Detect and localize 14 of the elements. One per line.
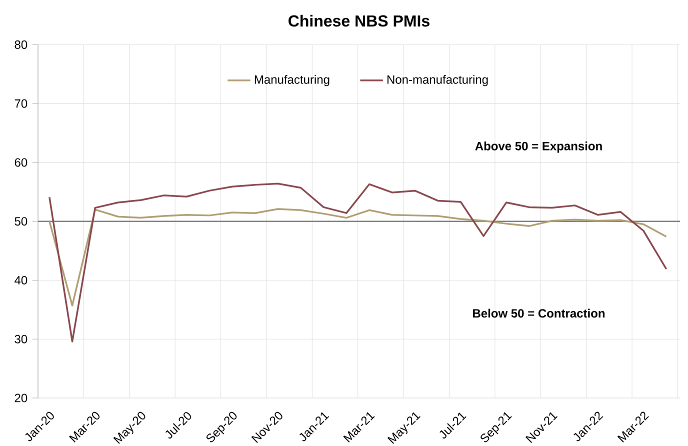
legend-label: Manufacturing	[254, 74, 330, 86]
y-tick-label: 50	[14, 217, 28, 226]
annotation: Below 50 = Contraction	[473, 308, 605, 318]
y-tick-label: 40	[14, 276, 28, 284]
annotation: Above 50 = Expansion	[475, 142, 602, 153]
y-tick-label: 30	[14, 334, 28, 344]
y-tick-label: 80	[14, 40, 28, 49]
chart-title: Chinese NBS PMIs	[288, 14, 430, 27]
line-series	[48, 182, 668, 342]
y-tick-label: 60	[14, 158, 28, 167]
y-tick-label: 20	[14, 394, 28, 402]
line-series	[48, 208, 668, 306]
legend-label: Non-manufacturing	[387, 74, 488, 86]
y-tick-label: 70	[14, 99, 28, 108]
